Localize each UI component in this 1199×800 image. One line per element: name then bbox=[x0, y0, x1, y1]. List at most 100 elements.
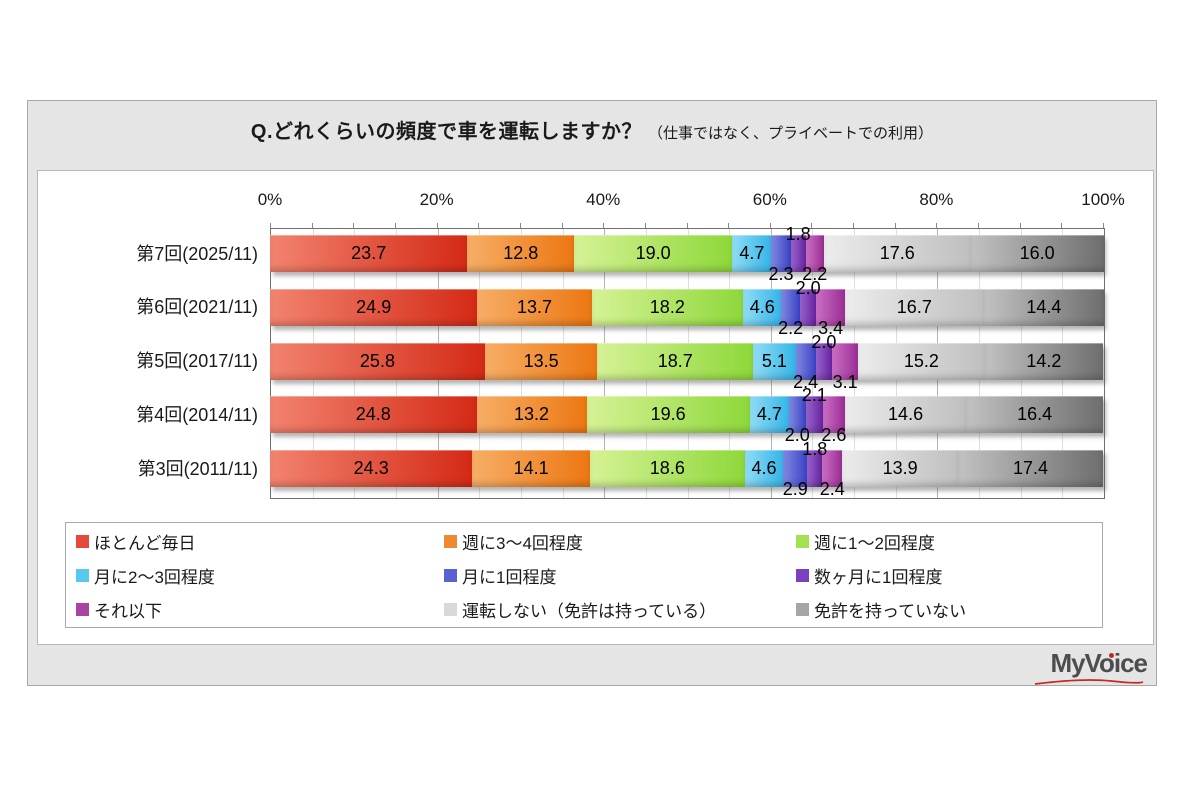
legend-swatch-icon bbox=[444, 602, 457, 616]
legend-label: 月に1回程度 bbox=[462, 567, 557, 587]
x-axis-label: 80% bbox=[919, 190, 954, 209]
chart-title: Q.どれくらいの頻度で車を運転しますか？ （仕事ではなく、プライベートでの利用） bbox=[28, 115, 1156, 144]
axis-tick-mark bbox=[561, 223, 563, 228]
axis-tick-mark bbox=[853, 223, 855, 228]
bar-segment bbox=[805, 396, 824, 434]
legend-label: 数ヶ月に1回程度 bbox=[814, 567, 943, 587]
x-axis-label: 0% bbox=[257, 190, 283, 209]
bar-segment: 14.1 bbox=[472, 450, 590, 488]
bar-segment bbox=[799, 288, 817, 326]
bar-segment: 15.2 bbox=[858, 342, 985, 380]
legend-swatch-icon bbox=[76, 534, 89, 548]
bar-value-label: 13.5 bbox=[523, 350, 559, 371]
bar-value-label: 16.0 bbox=[1019, 243, 1055, 263]
bar-value-label: 19.6 bbox=[650, 404, 686, 425]
legend-item: ほとんど毎日 bbox=[76, 530, 196, 553]
bar-value-label: 2.4 bbox=[819, 479, 845, 500]
bar-value-label: 4.6 bbox=[751, 458, 777, 479]
bar-row: 24.3 14.1 18.6 4.6 13.9 17.4 bbox=[270, 450, 1103, 488]
bar-segment: 16.4 bbox=[966, 396, 1103, 434]
x-axis-label: 100% bbox=[1081, 190, 1125, 209]
bar-segment: 14.6 bbox=[844, 396, 967, 434]
bar-value-label: 2.4 bbox=[793, 371, 819, 392]
bar-value-label: 2.9 bbox=[782, 479, 808, 500]
bar-segment bbox=[788, 396, 806, 434]
bar-segment bbox=[832, 342, 859, 380]
bar-segment bbox=[771, 235, 791, 272]
axis-tick-mark bbox=[978, 223, 980, 228]
bar-segment: 17.6 bbox=[823, 235, 971, 272]
chart-title-sub: （仕事ではなく、プライベートでの利用） bbox=[648, 125, 934, 142]
bar-segment: 13.2 bbox=[476, 396, 587, 434]
legend: ほとんど毎日 週に3～4回程度 週に1～2回程度月に2～3回程度 月に1回程度 数ヶ月に… bbox=[65, 522, 1103, 628]
bar-value-label: 2.0 bbox=[784, 425, 810, 446]
bar-row: 24.9 13.7 18.2 4.6 16.7 14.4 bbox=[270, 288, 1104, 326]
axis-tick-mark bbox=[436, 223, 438, 228]
bar-segment bbox=[781, 288, 800, 326]
category-label: 第4回(2014/11) bbox=[136, 404, 258, 425]
legend-item: 週に1～2回程度 bbox=[796, 530, 935, 553]
axis-tick-mark bbox=[644, 223, 646, 228]
bar-segment: 25.8 bbox=[270, 342, 485, 380]
bar-value-label: 4.7 bbox=[756, 404, 782, 425]
bar-value-label: 19.0 bbox=[635, 243, 671, 263]
bar-segment: 4.7 bbox=[749, 396, 789, 434]
myvoice-logo-dot-icon bbox=[1109, 653, 1114, 658]
axis-tick-mark bbox=[686, 223, 688, 228]
bar-value-label: 1.8 bbox=[802, 439, 828, 460]
bar-segment: 17.4 bbox=[958, 450, 1103, 488]
category-label: 第5回(2017/11) bbox=[136, 351, 258, 372]
category-label: 第6回(2021/11) bbox=[136, 297, 258, 318]
bar-value-label: 16.7 bbox=[896, 296, 932, 317]
bar-segment: 24.8 bbox=[270, 396, 477, 434]
bar-segment: 18.6 bbox=[589, 450, 745, 488]
bar-value-label: 2.6 bbox=[821, 425, 847, 446]
x-axis-label: 60% bbox=[752, 190, 787, 209]
x-axis-label: 20% bbox=[419, 190, 454, 209]
myvoice-logo: MyVoice bbox=[1015, 650, 1148, 685]
bar-value-label: 2.0 bbox=[811, 331, 837, 352]
bar-segment: 13.5 bbox=[484, 342, 598, 380]
bar-value-label: 5.1 bbox=[761, 350, 787, 371]
legend-item: 免許を持っていない bbox=[796, 598, 967, 621]
bar-value-label: 16.4 bbox=[1017, 404, 1053, 425]
legend-item: 月に2～3回程度 bbox=[76, 564, 215, 587]
legend-swatch-icon bbox=[444, 568, 457, 582]
legend-label: それ以下 bbox=[94, 601, 162, 621]
bar-value-label: 14.4 bbox=[1026, 296, 1062, 317]
bar-value-label: 3.1 bbox=[832, 371, 858, 392]
bar-segment bbox=[815, 342, 833, 380]
axis-tick-mark bbox=[936, 223, 938, 228]
bar-value-label: 18.2 bbox=[649, 296, 685, 317]
legend-label: 週に3～4回程度 bbox=[462, 533, 583, 553]
legend-label: 免許を持っていない bbox=[814, 601, 967, 621]
axis-tick-mark bbox=[728, 223, 730, 228]
bar-segment: 18.7 bbox=[597, 342, 754, 380]
bar-value-label: 1.8 bbox=[785, 224, 811, 244]
bar-value-label: 4.7 bbox=[739, 243, 765, 263]
bar-segment: 13.9 bbox=[842, 450, 959, 488]
bar-value-label: 17.4 bbox=[1012, 458, 1049, 479]
bar-value-label: 18.6 bbox=[649, 458, 685, 479]
bar-value-label: 14.6 bbox=[888, 404, 924, 425]
legend-item: 月に1回程度 bbox=[444, 564, 557, 587]
bar-segment: 12.8 bbox=[467, 235, 575, 272]
bar-segment bbox=[816, 288, 845, 326]
bar-value-label: 24.9 bbox=[356, 296, 392, 317]
legend-swatch-icon bbox=[76, 568, 89, 582]
bar-value-label: 24.3 bbox=[353, 458, 389, 479]
axis-tick-mark bbox=[1019, 223, 1021, 228]
axis-tick-mark bbox=[811, 223, 813, 228]
legend-swatch-icon bbox=[76, 602, 89, 616]
legend-label: 週に1～2回程度 bbox=[814, 533, 935, 553]
bar-segment: 14.4 bbox=[983, 288, 1104, 326]
x-axis-label: 40% bbox=[586, 190, 621, 209]
axis-tick-mark bbox=[894, 223, 896, 228]
bar-segment: 5.1 bbox=[753, 342, 796, 380]
bar-value-label: 24.8 bbox=[355, 404, 391, 425]
category-label: 第7回(2025/11) bbox=[136, 243, 258, 264]
axis-tick-mark bbox=[603, 223, 605, 228]
axis-tick-mark bbox=[270, 223, 271, 228]
bar-segment: 16.0 bbox=[970, 235, 1104, 272]
